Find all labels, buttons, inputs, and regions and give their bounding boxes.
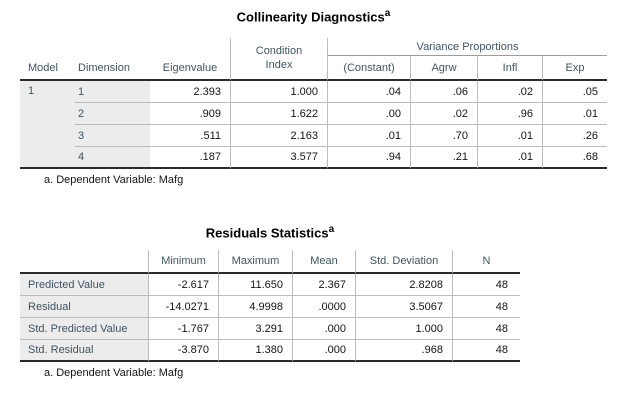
n-column-header: N (452, 250, 520, 274)
condition-index-column-header-text: Condition Index (255, 44, 303, 71)
minimum-cell: -2.617 (148, 274, 218, 296)
agrw-column-header: Agrw (410, 56, 477, 81)
mean-column-header: Mean (292, 250, 355, 274)
constant-column-header: (Constant) (327, 56, 410, 81)
maximum-cell: 1.380 (218, 340, 292, 362)
std-deviation-cell: 2.8208 (355, 274, 452, 296)
minimum-cell: -1.767 (148, 318, 218, 340)
constant-cell: .04 (327, 81, 410, 103)
condition-index-column-header: Condition Index (230, 38, 327, 81)
collinearity-diagnostics-table: Model Dimension Eigenvalue Condition Ind… (20, 38, 607, 169)
corner-header-cell (20, 250, 148, 274)
infl-cell: .01 (477, 125, 542, 147)
std-deviation-cell: 3.5067 (355, 296, 452, 318)
row-label-cell: Residual (20, 296, 148, 318)
condition-index-cell: 1.000 (230, 81, 327, 103)
agrw-cell: .06 (410, 81, 477, 103)
exp-cell: .01 (542, 103, 607, 125)
dimension-cell: 4 (75, 147, 150, 169)
title-footnote-marker: a (328, 224, 335, 235)
title-footnote-marker: a (384, 8, 391, 19)
mean-cell: .0000 (292, 296, 355, 318)
condition-index-cell: 3.577 (230, 147, 327, 169)
dimension-cell: 3 (75, 125, 150, 147)
infl-cell: .02 (477, 81, 542, 103)
eigenvalue-column-header: Eigenvalue (150, 38, 230, 81)
condition-index-cell: 1.622 (230, 103, 327, 125)
std-deviation-cell: 1.000 (355, 318, 452, 340)
minimum-column-header: Minimum (148, 250, 218, 274)
agrw-cell: .70 (410, 125, 477, 147)
minimum-cell: -3.870 (148, 340, 218, 362)
eigenvalue-cell: 2.393 (150, 81, 230, 103)
dimension-cell: 2 (75, 103, 150, 125)
agrw-cell: .21 (410, 147, 477, 169)
n-cell: 48 (452, 274, 520, 296)
constant-cell: .01 (327, 125, 410, 147)
n-cell: 48 (452, 296, 520, 318)
residuals-statistics-title: Residuals Statisticsa (20, 224, 520, 240)
mean-cell: 2.367 (292, 274, 355, 296)
eigenvalue-cell: .187 (150, 147, 230, 169)
std-deviation-column-header: Std. Deviation (355, 250, 452, 274)
std-deviation-cell: .968 (355, 340, 452, 362)
condition-index-cell: 2.163 (230, 125, 327, 147)
agrw-cell: .02 (410, 103, 477, 125)
collinearity-table-footnote: a. Dependent Variable: Mafg (44, 174, 184, 186)
minimum-cell: -14.0271 (148, 296, 218, 318)
model-column-header: Model (20, 38, 75, 81)
infl-cell: .96 (477, 103, 542, 125)
row-label-cell: Std. Residual (20, 340, 148, 362)
eigenvalue-cell: .511 (150, 125, 230, 147)
exp-column-header: Exp (542, 56, 607, 81)
maximum-cell: 11.650 (218, 274, 292, 296)
infl-column-header: Infl (477, 56, 542, 81)
dimension-cell: 1 (75, 81, 150, 103)
collinearity-diagnostics-title-text: Collinearity Diagnostics (236, 9, 385, 25)
mean-cell: .000 (292, 318, 355, 340)
row-label-cell: Std. Predicted Value (20, 318, 148, 340)
exp-cell: .68 (542, 147, 607, 169)
eigenvalue-cell: .909 (150, 103, 230, 125)
maximum-column-header: Maximum (218, 250, 292, 274)
n-cell: 48 (452, 318, 520, 340)
model-value-cell: 1 (20, 81, 75, 169)
infl-cell: .01 (477, 147, 542, 169)
dimension-column-header: Dimension (75, 38, 150, 81)
exp-cell: .05 (542, 81, 607, 103)
maximum-cell: 3.291 (218, 318, 292, 340)
row-label-cell: Predicted Value (20, 274, 148, 296)
maximum-cell: 4.9998 (218, 296, 292, 318)
mean-cell: .000 (292, 340, 355, 362)
variance-proportions-spanner: Variance Proportions (327, 38, 607, 56)
constant-cell: .00 (327, 103, 410, 125)
exp-cell: .26 (542, 125, 607, 147)
constant-cell: .94 (327, 147, 410, 169)
n-cell: 48 (452, 340, 520, 362)
residuals-statistics-table: Minimum Maximum Mean Std. Deviation N Pr… (20, 250, 520, 362)
collinearity-diagnostics-title: Collinearity Diagnosticsa (20, 8, 607, 24)
residuals-statistics-title-text: Residuals Statistics (205, 225, 329, 241)
residuals-table-footnote: a. Dependent Variable: Mafg (44, 367, 184, 379)
